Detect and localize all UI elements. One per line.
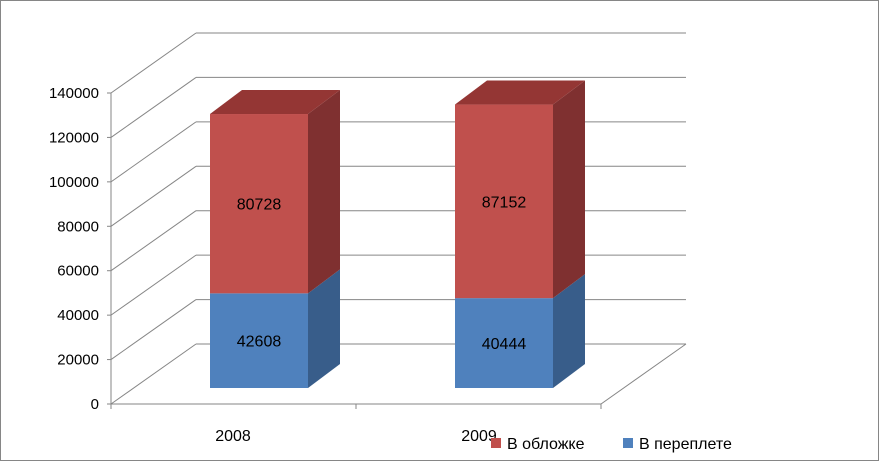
gridline-side xyxy=(110,121,197,183)
bar-top xyxy=(210,90,340,115)
legend: В обложке В переплете xyxy=(491,436,732,453)
y-tick-label: 120000 xyxy=(49,129,99,146)
data-label: 87152 xyxy=(482,194,527,211)
bars: 42608 80728 40444 87152 xyxy=(210,80,585,388)
gridline-side xyxy=(110,254,197,316)
gridline-side xyxy=(110,165,197,227)
bar-2009-softcover: 87152 xyxy=(455,80,585,299)
bar-2009-hardcover: 40444 xyxy=(455,274,585,388)
bar-front xyxy=(455,104,553,299)
x-axis-ticks: 2008 2009 xyxy=(110,404,602,445)
legend-swatch xyxy=(491,438,501,448)
y-axis-ticks: 0 20000 40000 60000 80000 100000 120000 140000 xyxy=(49,85,111,413)
bar-front xyxy=(210,293,308,388)
legend-item: В обложке xyxy=(491,436,585,453)
bar-top xyxy=(455,80,585,105)
legend-label: В обложке xyxy=(507,436,585,453)
legend-label: В переплете xyxy=(639,436,732,453)
y-tick-label: 100000 xyxy=(49,174,99,191)
data-label: 40444 xyxy=(482,336,527,353)
bar-2008-softcover: 80728 xyxy=(210,90,340,294)
floor-edge xyxy=(111,343,687,405)
gridline-side xyxy=(110,343,197,405)
legend-swatch xyxy=(623,438,633,448)
data-label: 42608 xyxy=(237,334,282,351)
bar-side xyxy=(553,80,585,299)
gridline-side xyxy=(110,32,197,94)
y-tick-label: 40000 xyxy=(57,307,99,324)
bar-side xyxy=(308,90,340,294)
x-tick-label-2008: 2008 xyxy=(215,428,251,445)
bar-front xyxy=(455,298,553,388)
bar-side xyxy=(308,269,340,388)
data-label: 80728 xyxy=(237,197,282,214)
gridlines xyxy=(110,32,686,405)
x-tick-label-2009: 2009 xyxy=(461,428,497,445)
legend-item: В переплете xyxy=(623,436,732,453)
y-tick-label: 0 xyxy=(91,396,99,413)
bar-front xyxy=(210,114,308,294)
chart-walls xyxy=(110,93,687,405)
bar-2008-hardcover: 42608 xyxy=(210,269,340,388)
gridline-side xyxy=(110,299,197,360)
y-tick-label: 60000 xyxy=(57,263,99,280)
gridline-side xyxy=(110,210,197,272)
y-tick-label: 140000 xyxy=(49,85,99,102)
y-tick-label: 80000 xyxy=(57,218,99,235)
y-tick-label: 20000 xyxy=(57,352,99,369)
bar-side xyxy=(553,274,585,388)
gridline-side xyxy=(110,77,197,138)
